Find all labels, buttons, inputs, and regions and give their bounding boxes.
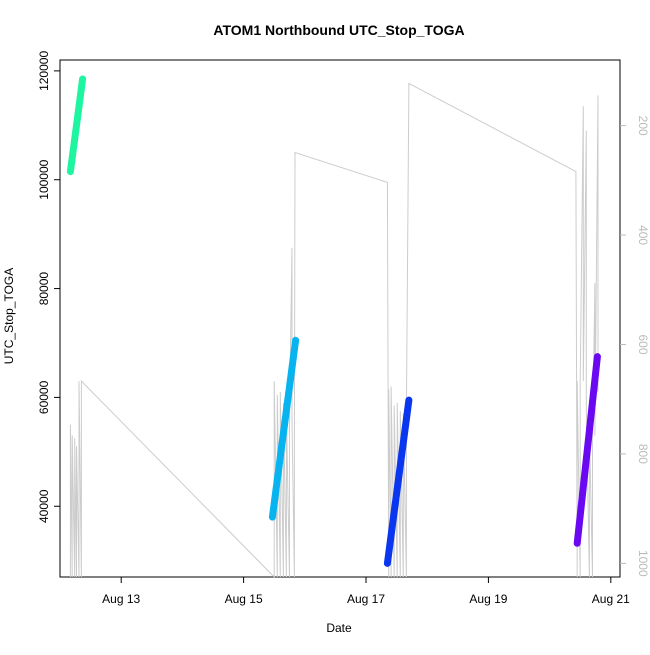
y2-tick-label-1: 200 (636, 116, 650, 136)
y2-tick-label-2: 400 (636, 225, 650, 245)
x-tick-label-5: Aug 21 (592, 592, 630, 606)
y2-tick-label-5: 1000 (636, 550, 650, 577)
x-axis: Aug 13 Aug 15 Aug 17 Aug 19 Aug 21 (102, 577, 630, 606)
y2-tick-label-4: 800 (636, 444, 650, 464)
background-line-layer (69, 82, 599, 579)
series-line-4 (573, 353, 601, 547)
y-axis-label: UTC_Stop_TOGA (2, 268, 16, 364)
y-tick-label-4: 100000 (37, 159, 51, 199)
series-layer (66, 75, 601, 567)
y-tick-label-5: 120000 (37, 51, 51, 91)
y2-tick-label-3: 600 (636, 334, 650, 354)
x-tick-label-3: Aug 17 (347, 592, 385, 606)
y-tick-label-3: 80000 (37, 272, 51, 306)
series-line-3 (383, 396, 413, 567)
y-tick-label-2: 60000 (37, 380, 51, 414)
x-tick-label-4: Aug 19 (469, 592, 507, 606)
x-tick-label-2: Aug 15 (225, 592, 263, 606)
plot-frame (59, 59, 621, 578)
x-axis-label: Date (326, 621, 352, 635)
series-line-1 (66, 75, 87, 176)
chart-title: ATOM1 Northbound UTC_Stop_TOGA (213, 22, 464, 38)
background-line (69, 82, 599, 579)
y-tick-label-1: 40000 (37, 489, 51, 523)
series-line-2 (268, 336, 300, 521)
x-tick-label-1: Aug 13 (102, 592, 140, 606)
y-axis: 40000 60000 80000 100000 120000 (37, 51, 60, 523)
y2-axis: 200 400 600 800 1000 (620, 116, 650, 577)
